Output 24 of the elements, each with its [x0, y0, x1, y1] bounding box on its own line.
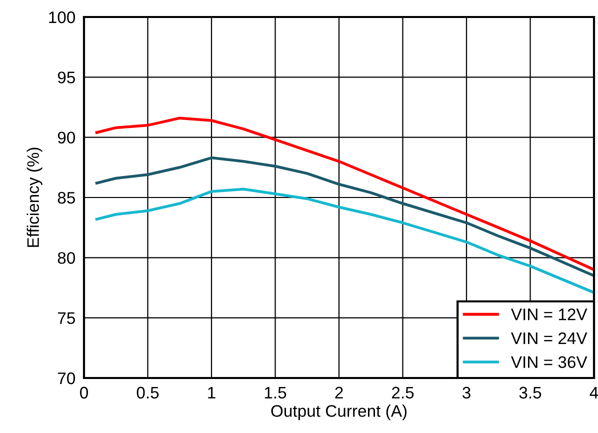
y-tick-label: 80 — [58, 252, 76, 264]
y-tick-label: 75 — [58, 312, 75, 324]
x-tick-label: 4 — [590, 386, 598, 398]
x-tick-label: 2 — [335, 386, 343, 398]
legend-label: VIN = 24V — [510, 332, 588, 344]
x-tick-label: 0 — [80, 386, 88, 399]
line-series — [95, 156, 594, 278]
legend-label: VIN = 12V — [510, 308, 588, 320]
y-tick-label: 70 — [58, 372, 76, 384]
x-tick-label: 3.5 — [519, 386, 542, 399]
x-tick-label: 0.5 — [136, 386, 159, 399]
y-axis-title: Efficiency (%) — [26, 148, 42, 247]
y-tick-label: 90 — [58, 132, 76, 144]
y-tick-label: 100 — [49, 11, 76, 24]
x-tick-label: 2.5 — [392, 386, 414, 399]
x-tick-label: 1.5 — [264, 386, 286, 399]
x-tick-label: 1 — [208, 386, 216, 398]
line-series — [95, 188, 594, 294]
x-tick-label: 3 — [462, 386, 470, 399]
y-tick-label: 85 — [58, 192, 75, 204]
x-axis-title: Output Current (A) — [271, 404, 407, 420]
y-tick-label: 95 — [58, 72, 75, 84]
line-series — [95, 116, 594, 272]
legend-label: VIN = 36V — [510, 356, 588, 368]
